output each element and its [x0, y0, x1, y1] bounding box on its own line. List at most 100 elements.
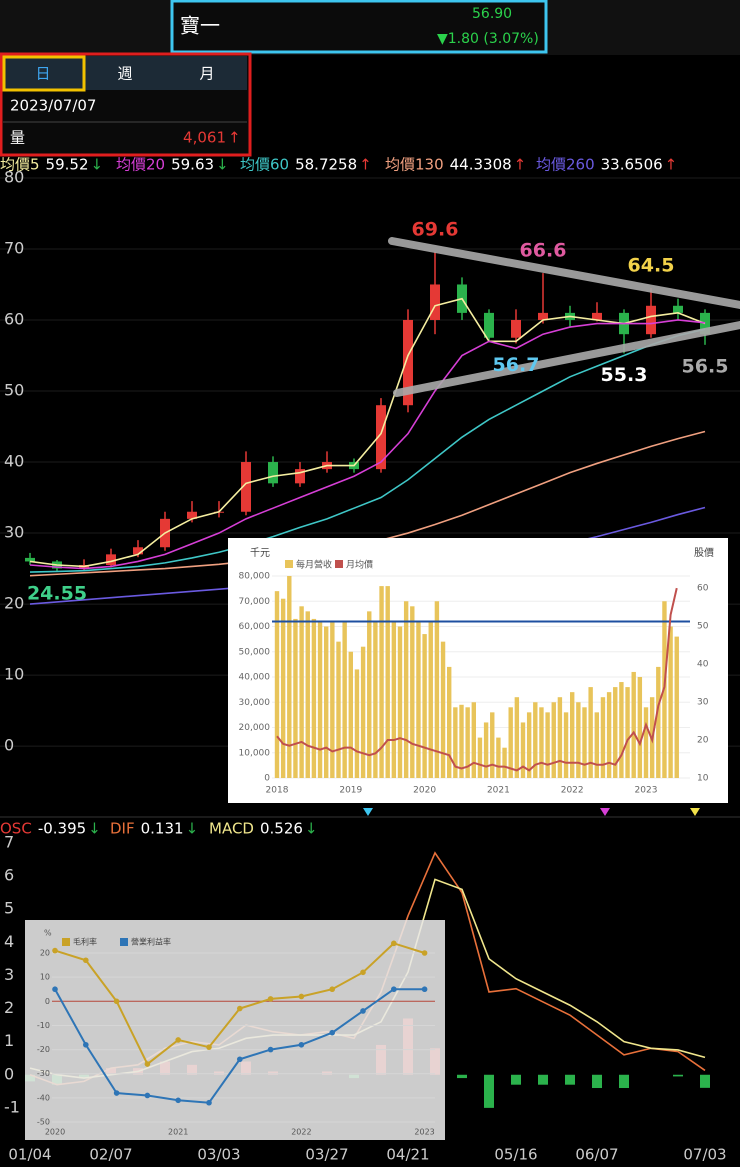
margin-point	[52, 986, 58, 993]
stock-name: 寶一	[180, 14, 220, 38]
margin-point	[113, 998, 120, 1005]
revenue-bar	[299, 606, 304, 778]
margin-point	[206, 1044, 212, 1050]
x-tick-label: 04/21	[386, 1146, 429, 1164]
legend-arrow: ↓	[91, 156, 104, 174]
candle-body	[187, 511, 197, 519]
inset-background	[25, 920, 445, 1140]
y-tick-label: 3	[4, 965, 14, 984]
revenue-bar	[643, 707, 649, 778]
y-axis-label: 千元	[250, 547, 270, 559]
tab-highlight	[2, 55, 86, 92]
candle-body	[538, 312, 548, 320]
revenue-bar	[625, 687, 630, 778]
candle-body	[25, 557, 35, 562]
revenue-bar	[656, 666, 661, 778]
y2-tick-label: 40	[697, 660, 709, 670]
candle-body	[592, 312, 602, 320]
revenue-bar	[514, 697, 520, 778]
legend-swatch	[285, 560, 293, 568]
y2-tick-label: 50	[697, 622, 709, 632]
y-tick-label: -40	[37, 1093, 50, 1102]
legend-label: 均價60	[240, 156, 289, 174]
tab: 週	[117, 65, 132, 83]
x-tick-label: 03/03	[197, 1146, 240, 1164]
revenue-inset: 0 10,000 20,000 30,000 40,000 50,000 60,000 70,…	[228, 538, 728, 803]
revenue-bar	[440, 641, 446, 778]
revenue-bar	[360, 646, 366, 778]
revenue-bar	[496, 737, 501, 778]
y-tick-label: 0	[45, 997, 50, 1006]
x-tick-label: 07/03	[683, 1146, 726, 1164]
tab: 月	[199, 65, 214, 83]
revenue-bar	[606, 692, 612, 778]
legend-arrow: ↓	[305, 820, 318, 838]
candle-body	[673, 305, 683, 313]
revenue-bar	[342, 621, 347, 778]
revenue-bar	[274, 591, 280, 778]
revenue-bar	[545, 712, 550, 778]
marker	[690, 808, 700, 816]
y2-tick-label: 10	[697, 774, 709, 784]
revenue-bar	[557, 697, 563, 778]
margin-point	[144, 1061, 151, 1067]
revenue-bar	[471, 702, 476, 778]
candle-body	[295, 469, 305, 484]
revenue-bar	[367, 611, 372, 778]
x-tick-label: 03/27	[305, 1146, 348, 1164]
revenue-bar	[373, 621, 378, 778]
y2-tick-label: 60	[697, 584, 709, 594]
price: 56.90	[472, 6, 512, 22]
y-tick-label: -10	[37, 1021, 50, 1030]
legend-label: 均價5	[0, 156, 40, 174]
revenue-bar	[317, 621, 323, 778]
revenue-bar	[348, 651, 353, 778]
legend-value: 59.63	[171, 156, 214, 174]
revenue-bar	[619, 682, 624, 778]
marker	[363, 808, 373, 816]
revenue-bar	[502, 747, 507, 778]
x-tick-label: 2023	[635, 786, 658, 796]
margin-point	[52, 947, 58, 954]
revenue-bar	[582, 707, 587, 778]
osc-bar	[673, 1074, 683, 1077]
revenue-bar	[539, 707, 544, 778]
revenue-bar	[422, 634, 427, 778]
margin-point	[360, 969, 366, 976]
price-annotation: 64.5	[628, 255, 675, 277]
legend-label: 均價130	[385, 156, 444, 174]
x-tick-label: 2019	[339, 786, 362, 796]
y-tick-label: 6	[4, 866, 14, 885]
y-tick-label: 80	[4, 167, 24, 186]
revenue-bar	[397, 626, 403, 778]
date: 2023/07/07	[10, 97, 96, 115]
y2-tick-label: 30	[697, 698, 709, 708]
legend-swatch	[62, 938, 70, 946]
x-tick-label: 2022	[291, 1128, 311, 1137]
revenue-bar	[570, 692, 575, 778]
margin-point	[83, 957, 89, 964]
candle-body	[241, 462, 251, 512]
revenue-bar	[594, 712, 599, 778]
volume-arrow: ↑	[228, 129, 241, 147]
legend-value: 33.6506	[601, 156, 663, 174]
legend-value: 59.52	[46, 156, 89, 174]
y-tick-label: 70	[4, 238, 24, 257]
y-tick-label: 10	[4, 665, 24, 684]
margin-point	[421, 950, 428, 956]
revenue-bar	[668, 626, 673, 778]
revenue-bar	[428, 621, 433, 778]
revenue-bar	[459, 704, 464, 778]
legend-label: 均價260	[536, 156, 595, 174]
osc-bar	[538, 1074, 548, 1085]
candle-body	[484, 312, 494, 338]
revenue-bar	[305, 611, 310, 778]
y-tick-label: 10	[40, 973, 50, 982]
y-tick-label: -20	[37, 1045, 50, 1054]
osc-bar	[457, 1074, 467, 1079]
legend-label: OSC	[0, 820, 32, 838]
y-tick-label: 50	[4, 381, 24, 400]
y-tick-label: 50,000	[239, 647, 271, 657]
volume-label: 量	[10, 129, 25, 147]
